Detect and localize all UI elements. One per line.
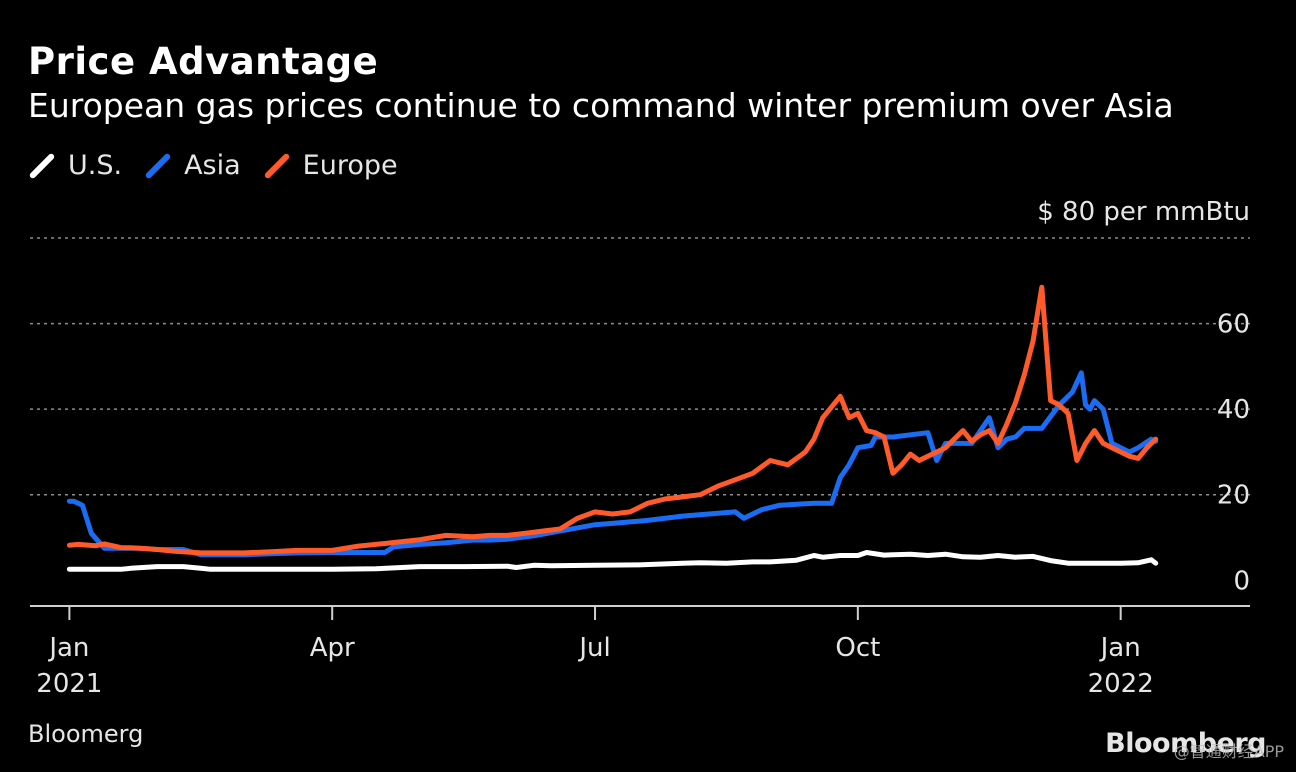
x-tick-label-3: Oct <box>835 633 880 663</box>
x-tick-label-2: Jul <box>577 633 610 663</box>
y-tick-label-0: 0 <box>1233 566 1250 596</box>
y-tick-label-20: 20 <box>1217 481 1250 511</box>
series-line-asia <box>66 370 1159 558</box>
series-line-europe <box>66 284 1159 556</box>
x-tick-label-0: Jan <box>47 633 89 663</box>
source-note: Bloomerg <box>28 720 144 748</box>
y-tick-label-40: 40 <box>1217 395 1250 425</box>
legend-label-europe: Europe <box>302 150 398 181</box>
x-tick-label-4: Jan <box>1099 633 1141 663</box>
watermark: @智通财经APP <box>1173 742 1284 761</box>
legend-label-us: U.S. <box>68 150 123 181</box>
y-tick-label-60: 60 <box>1217 310 1250 340</box>
bloomberg-logo: Bloomberg <box>1105 728 1266 759</box>
legend-item-asia: Asia <box>144 150 241 181</box>
x-tick-sublabel-0: 2021 <box>36 669 102 699</box>
series-line-us <box>66 550 1159 572</box>
chart-legend: U.S. Asia Europe <box>28 150 420 181</box>
y-unit-label: $ 80 per mmBtu <box>1037 197 1250 227</box>
legend-label-asia: Asia <box>184 150 241 181</box>
chart-title: Price Advantage <box>28 40 379 83</box>
legend-item-us: U.S. <box>28 150 122 181</box>
legend-item-europe: Europe <box>263 150 398 181</box>
x-tick-label-1: Apr <box>310 633 355 663</box>
chart-subtitle: European gas prices continue to command … <box>28 86 1174 125</box>
x-tick-sublabel-4: 2022 <box>1088 669 1154 699</box>
